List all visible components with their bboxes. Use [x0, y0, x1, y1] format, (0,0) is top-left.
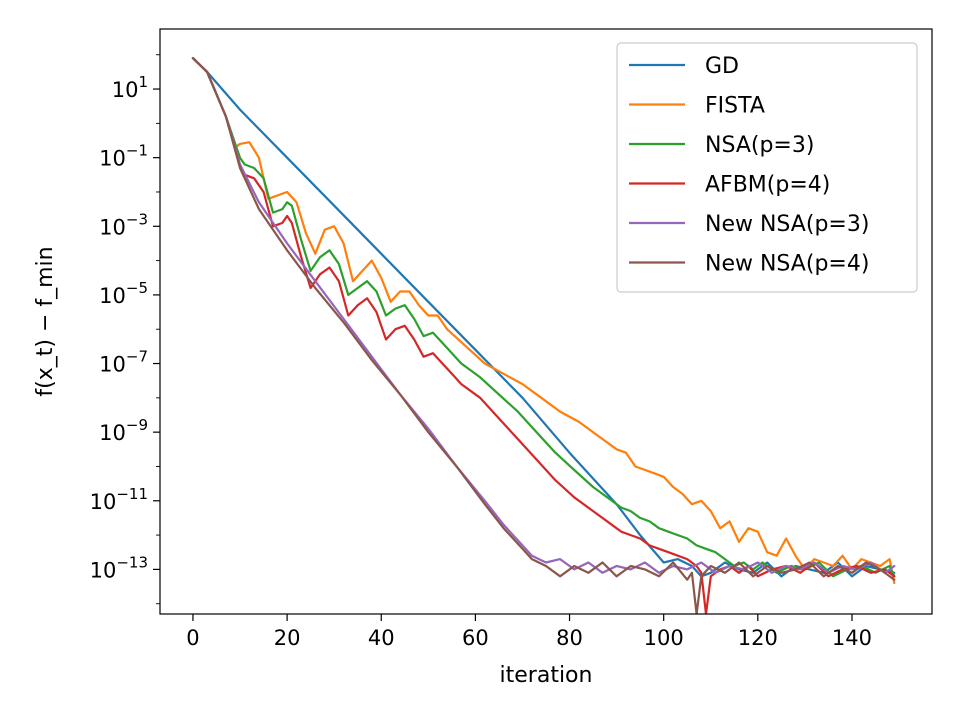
legend-entry: New NSA(p=3) [705, 212, 869, 237]
y-tick-label: 10−9 [99, 416, 148, 445]
y-tick-label: 10−11 [90, 485, 148, 514]
legend-entry: GD [705, 54, 739, 79]
x-axis: 0 20 40 60 80 100 120 140 [186, 614, 872, 650]
x-tick-label: 120 [738, 626, 778, 650]
legend: GD FISTA NSA(p=3) AFBM(p=4) New NSA(p=3) New … [616, 42, 918, 293]
series-line-3 [191, 57, 896, 614]
x-tick-label: 0 [186, 626, 199, 650]
x-tick-label: 20 [274, 626, 301, 650]
series-layer [191, 57, 896, 614]
series-line-1 [191, 57, 896, 585]
series-line-5 [191, 57, 896, 614]
x-tick-label: 100 [644, 626, 684, 650]
legend-entry: NSA(p=3) [705, 133, 814, 158]
y-axis-label: f(x_t) − f_min [33, 246, 58, 396]
y-axis: 101 10−1 10−3 10−5 10−7 10−9 10−11 10−13 [90, 54, 160, 605]
y-tick-label: 10−7 [99, 348, 148, 377]
legend-box [616, 42, 918, 293]
y-tick-label: 10−13 [90, 553, 148, 582]
y-tick-label: 101 [112, 73, 148, 102]
legend-entry: FISTA [705, 94, 765, 119]
axes-frame [159, 28, 933, 615]
y-tick-label: 10−1 [99, 142, 148, 171]
legend-entry: New NSA(p=4) [705, 252, 869, 277]
x-tick-label: 80 [556, 626, 583, 650]
x-axis-label: iteration [500, 663, 593, 688]
x-tick-label: 140 [832, 626, 872, 650]
x-tick-label: 40 [368, 626, 395, 650]
y-tick-label: 10−5 [99, 279, 148, 308]
legend-entry: AFBM(p=4) [705, 173, 830, 198]
y-tick-label: 10−3 [99, 210, 148, 239]
x-tick-label: 60 [462, 626, 489, 650]
